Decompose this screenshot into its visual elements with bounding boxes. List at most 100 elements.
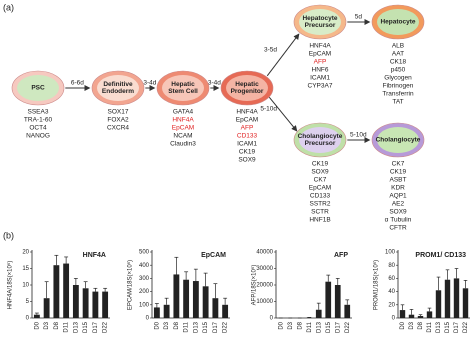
marker: CK7: [392, 161, 405, 168]
x-tick-label: D13: [316, 321, 322, 333]
marker: EpCAM: [309, 185, 331, 192]
marker: KDR: [391, 185, 405, 192]
marker: AAT: [392, 51, 404, 58]
bar: [212, 298, 219, 318]
y-tick-label: 0: [392, 316, 396, 322]
marker: SSEA3: [28, 109, 49, 116]
bar: [163, 304, 170, 318]
x-tick-label: D15: [326, 321, 332, 333]
x-tick-label: D8: [418, 321, 424, 329]
x-tick-label: D17: [335, 321, 341, 333]
bar: [183, 279, 190, 318]
y-tick-label: 40000: [256, 250, 273, 256]
marker: AFP: [314, 59, 327, 66]
bar: [334, 285, 341, 318]
marker: CD133: [310, 193, 331, 200]
marker: EpCAM: [172, 125, 194, 132]
y-tick-label: 30000: [256, 266, 273, 272]
x-tick-label: D22: [463, 321, 469, 333]
cell-inner: [226, 75, 268, 101]
cell-inner: [97, 75, 139, 101]
bar: [202, 286, 209, 318]
y-tick-label: 10000: [256, 299, 273, 305]
marker: FOXA2: [107, 117, 129, 124]
bar: [173, 274, 180, 318]
marker: OCT4: [29, 125, 47, 132]
marker: CXCR4: [107, 125, 129, 132]
marker: NCAM: [173, 133, 192, 140]
arrow-label: 5-10d: [350, 132, 367, 139]
marker: NANOG: [26, 133, 50, 140]
x-tick-label: D17: [93, 321, 99, 333]
arrow: [268, 96, 298, 132]
y-tick-label: 80: [388, 263, 395, 269]
bar: [426, 311, 433, 318]
bar: [63, 263, 70, 318]
cell-label: Hepatocyte: [302, 15, 337, 22]
cell-inner: [162, 75, 204, 101]
arrow: [266, 33, 300, 77]
x-tick-label: D13: [193, 321, 199, 333]
y-tick-label: 0: [26, 316, 30, 322]
chart-title: HNF4A: [83, 252, 106, 259]
x-tick-label: D11: [184, 321, 190, 332]
y-tick-label: 10: [22, 283, 29, 289]
marker: CK19: [390, 169, 407, 176]
y-tick-label: 0: [270, 316, 274, 322]
x-tick-label: D13: [73, 321, 79, 333]
x-tick-label: D3: [409, 321, 415, 329]
cell-label: Progenitor: [231, 88, 264, 95]
arrow-label: 6-6d: [71, 80, 84, 87]
marker: CFTR: [389, 225, 407, 232]
x-tick-label: D3: [288, 321, 294, 329]
cell-label: Stem Cell: [168, 88, 198, 95]
marker: SOX9: [311, 169, 329, 176]
bar: [453, 278, 460, 318]
bar: [92, 291, 99, 318]
x-tick-label: D0: [154, 321, 160, 329]
bar: [408, 314, 415, 318]
cell-inner: [17, 75, 59, 101]
marker: CK7: [314, 177, 327, 184]
chart-title: EpCAM: [201, 252, 226, 259]
x-tick-label: D11: [307, 321, 313, 332]
y-axis-label: AFP/18S(×10⁶): [251, 265, 258, 306]
cell-label: Cholangiocyte: [298, 133, 343, 140]
marker: HNF4A: [172, 117, 194, 124]
marker: HNF6: [312, 67, 329, 74]
cell-inner: [299, 127, 341, 153]
x-tick-label: D15: [203, 321, 209, 333]
cell-label: Hepatic: [171, 81, 195, 88]
bar: [417, 316, 424, 318]
marker: CK18: [390, 59, 407, 66]
marker: Fibrinogen: [383, 83, 414, 90]
marker: TAT: [392, 99, 403, 106]
x-tick-label: D15: [445, 321, 451, 333]
bar: [33, 314, 40, 318]
y-tick-label: 15: [22, 266, 29, 272]
cell-label: Precursor: [305, 22, 336, 29]
arrow-label: 5-10d: [260, 106, 277, 113]
marker: ICAM1: [310, 75, 330, 82]
panel-label: (b): [3, 230, 14, 240]
marker: HNF1B: [309, 217, 330, 224]
marker: CK19: [239, 149, 256, 156]
x-tick-label: D8: [54, 321, 60, 329]
x-tick-label: D0: [34, 321, 40, 329]
bar: [444, 279, 451, 318]
marker: ASBT: [390, 177, 407, 184]
marker: SCTR: [311, 209, 329, 216]
x-tick-label: D8: [174, 321, 180, 329]
x-tick-label: D22: [103, 321, 109, 333]
bar: [43, 298, 50, 318]
marker: HNF4A: [309, 43, 331, 50]
x-tick-label: D17: [213, 321, 219, 333]
marker: HNF4A: [236, 109, 258, 116]
marker: GATA4: [173, 109, 194, 116]
marker: CK19: [312, 161, 329, 168]
marker: SSTR2: [310, 201, 331, 208]
x-tick-label: D11: [64, 321, 70, 332]
x-tick-label: D22: [223, 321, 229, 333]
arrow-label: 5d: [355, 14, 363, 21]
